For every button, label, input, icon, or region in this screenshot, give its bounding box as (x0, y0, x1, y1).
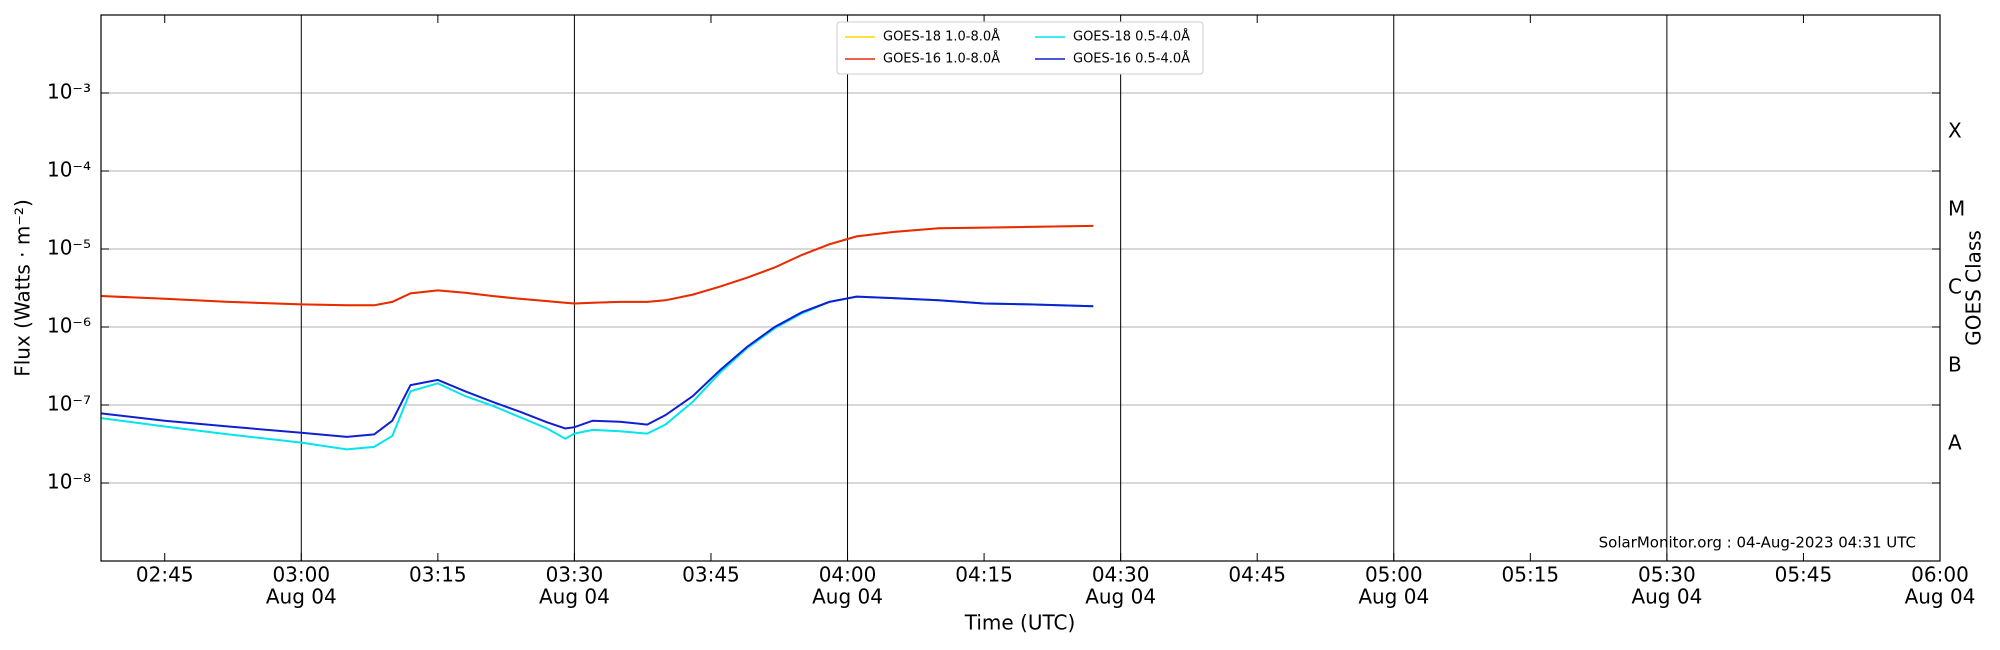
series-line (100, 224, 1094, 307)
x-tick-label: 03:30 (546, 563, 604, 587)
x-tick-label: Aug 04 (1631, 585, 1702, 609)
x-tick-label: 05:15 (1502, 563, 1560, 587)
x-axis-label: Time (UTC) (964, 611, 1076, 635)
legend-box (836, 21, 1204, 75)
y-tick-label: 10⁻⁶ (47, 314, 91, 338)
x-tick-label: 05:45 (1775, 563, 1833, 587)
legend-label: GOES-18 0.5-4.0Å (1073, 29, 1190, 45)
goes-class-label: C (1948, 275, 1962, 299)
goes-class-label: B (1948, 353, 1962, 377)
x-tick-label: Aug 04 (1085, 585, 1156, 609)
x-tick-label: 04:45 (1228, 563, 1286, 587)
x-tick-label: 02:45 (136, 563, 194, 587)
y-tick-label: 10⁻⁸ (47, 470, 91, 494)
legend-label: GOES-16 1.0-8.0Å (883, 51, 1000, 67)
y-tick-label: 10⁻³ (47, 80, 91, 104)
x-tick-label: 03:00 (272, 563, 330, 587)
legend: GOES-18 1.0-8.0Å GOES-16 1.0-8.0Å GOES-18 … (836, 21, 1204, 75)
x-tick-label: 04:15 (955, 563, 1013, 587)
y-tick-label: 10⁻⁵ (47, 236, 91, 260)
legend-label: GOES-16 0.5-4.0Å (1073, 51, 1190, 67)
y-tick-label: 10⁻⁴ (47, 158, 91, 182)
plot-frame (100, 14, 1941, 562)
y-tick-label: 10⁻⁷ (47, 392, 91, 416)
x-tick-label: 04:00 (819, 563, 877, 587)
x-tick-label: 03:15 (409, 563, 467, 587)
goes-class-label: X (1948, 119, 1962, 143)
x-tick-label: 03:45 (682, 563, 740, 587)
series-line (100, 295, 1094, 438)
legend-label: GOES-18 1.0-8.0Å (883, 29, 1000, 45)
x-tick-label: 05:30 (1638, 563, 1696, 587)
goes-class-label: A (1948, 431, 1962, 455)
series-line (100, 295, 1094, 451)
goes-class-label: M (1948, 197, 1965, 221)
series-line (100, 224, 1094, 307)
x-tick-label: Aug 04 (266, 585, 337, 609)
x-tick-label: Aug 04 (1358, 585, 1429, 609)
y2-axis-label: GOES Class (1962, 230, 1986, 346)
x-tick-label: Aug 04 (1905, 585, 1976, 609)
x-tick-label: 06:00 (1911, 563, 1969, 587)
x-tick-label: 04:30 (1092, 563, 1150, 587)
x-tick-label: Aug 04 (539, 585, 610, 609)
x-tick-label: Aug 04 (812, 585, 883, 609)
y-axis-label: Flux (Watts · m⁻²) (11, 199, 35, 377)
annotation: SolarMonitor.org : 04-Aug-2023 04:31 UTC (1599, 534, 1916, 552)
x-tick-label: 05:00 (1365, 563, 1423, 587)
